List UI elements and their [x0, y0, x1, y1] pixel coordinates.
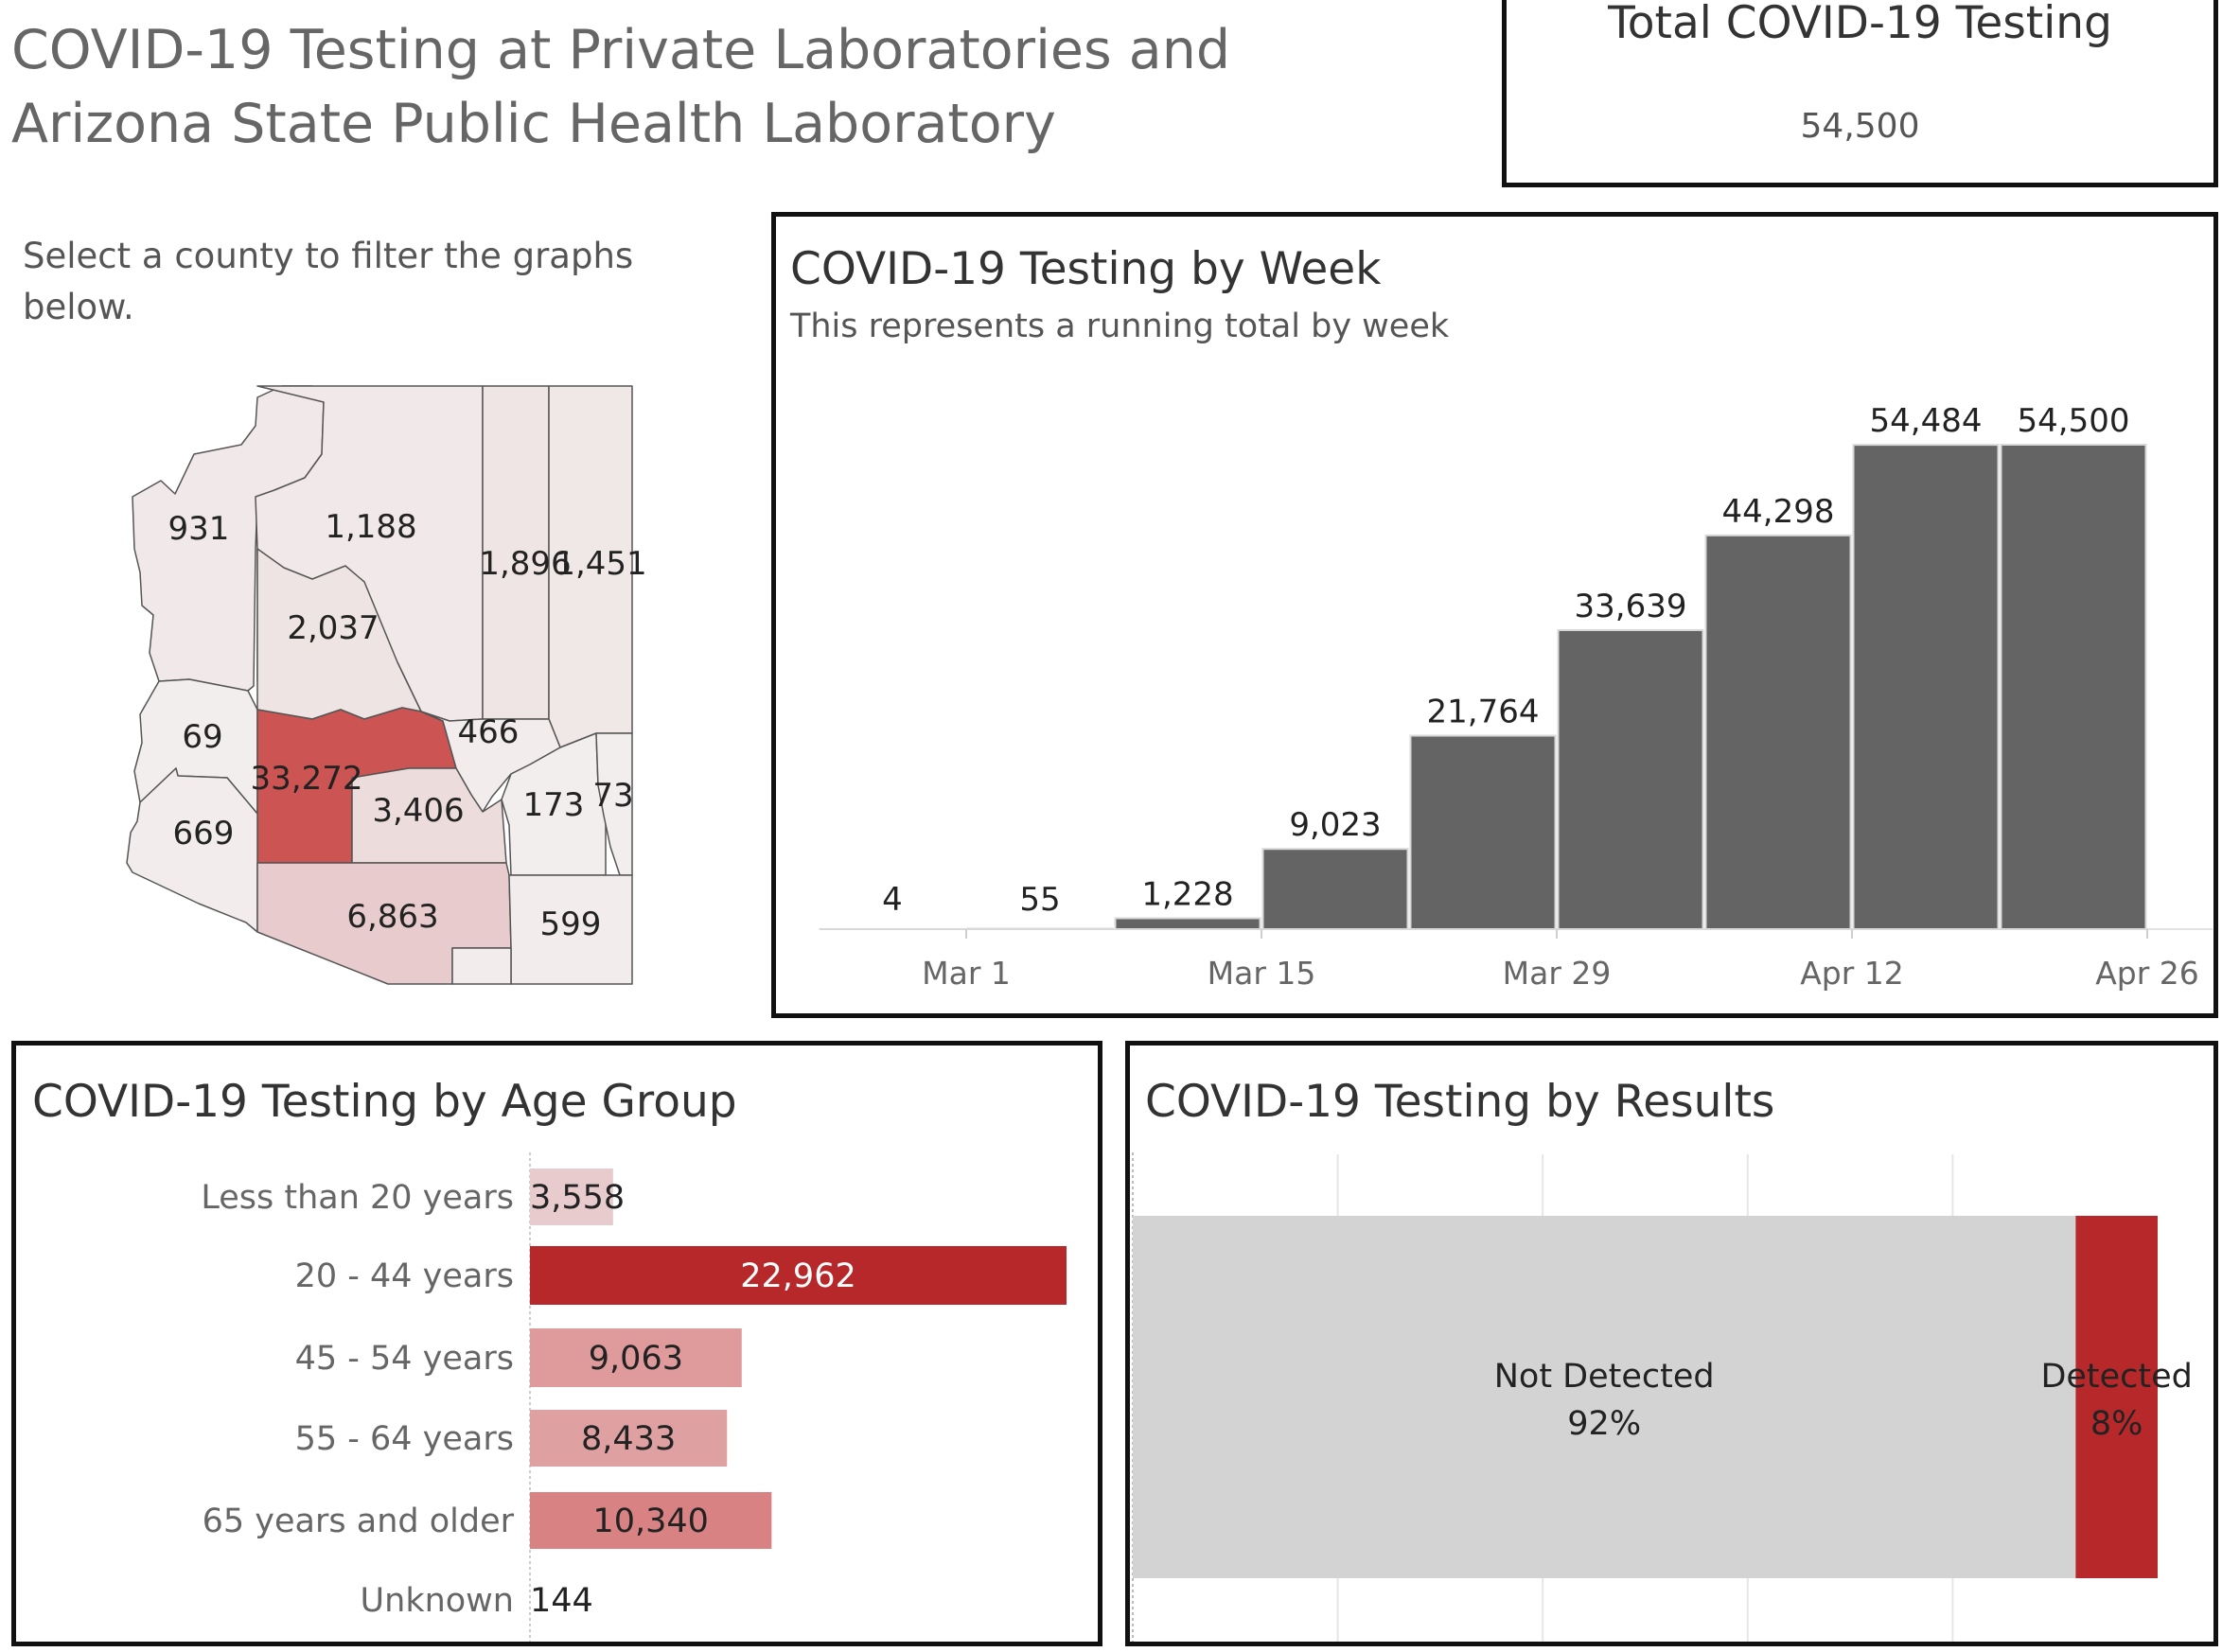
- weekly-bar-label: 1,228: [1141, 875, 1233, 913]
- weekly-bar[interactable]: [1852, 444, 2000, 931]
- age-bar-label: 144: [530, 1582, 593, 1620]
- weekly-bar-label: 9,023: [1289, 806, 1381, 844]
- county-yuma[interactable]: [126, 767, 258, 933]
- weekly-bar[interactable]: [1704, 534, 1852, 930]
- weekly-bar[interactable]: [1114, 917, 1261, 931]
- county-label-graham: 173: [523, 786, 585, 824]
- total-testing-card: Total COVID-19 Testing 54,500: [1502, 0, 2218, 187]
- results-segment-name: Not Detected: [1494, 1358, 1715, 1396]
- county-santa-cruz[interactable]: [451, 947, 512, 985]
- age-bar-label: 8,433: [581, 1420, 676, 1458]
- age-chart-title: COVID-19 Testing by Age Group: [32, 1076, 737, 1128]
- results-chart: Not Detected 92% Detected 8%: [1132, 1152, 2193, 1642]
- weekly-bar[interactable]: [1409, 734, 1557, 930]
- county-label-cochise: 599: [540, 905, 602, 943]
- age-bar-label: 3,558: [530, 1179, 625, 1217]
- weekly-tick-label: Mar 15: [1208, 955, 1316, 992]
- county-label-apache: 1,451: [555, 545, 646, 583]
- weekly-tick-label: Mar 29: [1503, 955, 1612, 992]
- county-label-pima: 6,863: [346, 898, 438, 936]
- age-category-label: 65 years and older: [203, 1503, 515, 1540]
- weekly-tick-label: Apr 26: [2095, 955, 2199, 992]
- age-category-label: 45 - 54 years: [295, 1340, 514, 1378]
- county-cochise[interactable]: [508, 874, 633, 985]
- age-bar[interactable]: [530, 1410, 728, 1467]
- weekly-bar-label: 54,484: [1870, 402, 1983, 440]
- county-greenlee[interactable]: [595, 732, 633, 876]
- age-group-chart: Less than 20 years 3,558 20 - 44 years 22,9…: [201, 1152, 1067, 1642]
- county-label-gila: 466: [458, 713, 520, 751]
- weekly-bar-label: 54,500: [2018, 402, 2130, 440]
- weekly-tick-label: Apr 12: [1800, 955, 1904, 992]
- age-category-label: 55 - 64 years: [295, 1420, 514, 1458]
- weekly-chart-subtitle: This represents a running total by week: [790, 308, 1450, 345]
- results-segment-percent: 8%: [2090, 1405, 2143, 1443]
- county-label-mohave: 931: [168, 510, 230, 548]
- county-label-yuma: 669: [173, 815, 235, 852]
- weekly-bar-label: 21,764: [1427, 694, 1540, 731]
- age-bar[interactable]: [530, 1492, 772, 1549]
- age-bar-label: 9,063: [589, 1340, 683, 1378]
- age-bar-label: 22,962: [740, 1257, 855, 1295]
- age-bar-label: 10,340: [592, 1503, 708, 1540]
- county-label-maricopa: 33,272: [251, 760, 363, 798]
- county-label-yavapai: 2,037: [287, 609, 379, 647]
- age-bar[interactable]: [530, 1246, 1067, 1305]
- age-bar[interactable]: [530, 1169, 613, 1225]
- weekly-chart-title: COVID-19 Testing by Week: [790, 243, 1382, 295]
- total-testing-title: Total COVID-19 Testing: [1608, 0, 2112, 49]
- results-segment[interactable]: [2075, 1216, 2158, 1578]
- results-segment[interactable]: [1133, 1216, 2076, 1578]
- weekly-tick-label: Mar 1: [922, 955, 1011, 992]
- age-category-label: Less than 20 years: [201, 1179, 514, 1217]
- weekly-bar-label: 44,298: [1722, 493, 1835, 531]
- weekly-chart: 4 55 1,228 9,023 21,764 33,639 44,298 54,484 54,…: [819, 402, 2213, 992]
- results-segment-percent: 92%: [1567, 1405, 1641, 1443]
- weekly-bar[interactable]: [2000, 444, 2147, 930]
- map-instruction: Select a county to filter the graphs bel…: [23, 236, 634, 327]
- weekly-bar-label: 4: [882, 881, 903, 919]
- total-testing-value: 54,500: [1800, 107, 1920, 146]
- weekly-bar[interactable]: [1261, 848, 1409, 930]
- weekly-bar[interactable]: [966, 927, 1114, 930]
- county-label-greenlee: 73: [592, 777, 633, 815]
- page-title: COVID-19 Testing at Private Laboratories…: [11, 19, 1231, 155]
- county-label-coconino: 1,188: [325, 508, 416, 546]
- results-segment-name: Detected: [2040, 1358, 2192, 1396]
- age-category-label: 20 - 44 years: [295, 1257, 514, 1295]
- weekly-bar[interactable]: [1557, 628, 1704, 930]
- county-label-navajo: 1,896: [479, 545, 571, 583]
- results-chart-title: COVID-19 Testing by Results: [1145, 1076, 1775, 1128]
- weekly-bar-label: 33,639: [1575, 588, 1687, 625]
- weekly-bar-label: 55: [1019, 881, 1060, 919]
- county-label-pinal: 3,406: [372, 792, 464, 830]
- age-bar[interactable]: [530, 1328, 742, 1387]
- age-category-label: Unknown: [361, 1582, 514, 1620]
- county-label-la-paz: 69: [182, 718, 222, 756]
- county-shapes: [126, 385, 633, 985]
